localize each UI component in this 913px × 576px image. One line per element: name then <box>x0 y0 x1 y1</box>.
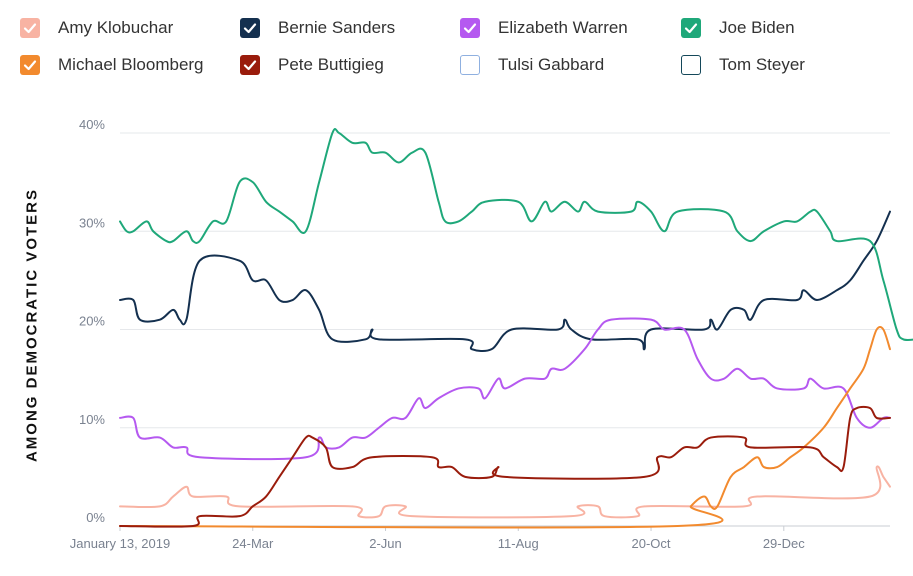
legend-item-gabbard[interactable]: Tulsi Gabbard <box>460 54 604 76</box>
legend-checkbox-steyer[interactable] <box>681 55 701 75</box>
x-tick-label-1: 24-Mar <box>232 536 274 551</box>
legend-label-warren: Elizabeth Warren <box>498 18 628 37</box>
y-tick-label-30: 30% <box>79 215 105 230</box>
legend-item-biden[interactable]: Joe Biden <box>681 17 795 39</box>
legend-label-gabbard: Tulsi Gabbard <box>498 55 605 74</box>
series-line-bernie-sanders <box>119 210 891 353</box>
legend-item-buttigieg[interactable]: Pete Buttigieg <box>240 54 384 76</box>
legend-label-buttigieg: Pete Buttigieg <box>278 55 384 74</box>
check-icon <box>243 60 257 71</box>
series-line-michael-bloomberg <box>119 326 891 529</box>
x-tick-label-2: 2-Jun <box>369 536 402 551</box>
y-tick-label-10: 10% <box>79 412 105 427</box>
x-tick-label-4: 20-Oct <box>632 536 671 551</box>
legend-checkbox-gabbard[interactable] <box>460 55 480 75</box>
check-icon <box>684 23 698 34</box>
y-tick-label-20: 20% <box>79 314 105 329</box>
chart-legend: Amy Klobuchar Bernie Sanders Elizabeth W… <box>0 0 913 90</box>
check-icon <box>23 60 37 71</box>
check-icon <box>23 23 37 34</box>
legend-item-klobuchar[interactable]: Amy Klobuchar <box>20 17 173 39</box>
legend-item-steyer[interactable]: Tom Steyer <box>681 54 805 76</box>
series-line-elizabeth-warren <box>119 317 891 461</box>
legend-checkbox-bloomberg[interactable] <box>20 55 40 75</box>
legend-item-warren[interactable]: Elizabeth Warren <box>460 17 628 39</box>
x-tick-label-5: 29-Dec <box>763 536 805 551</box>
x-tick-label-0: January 13, 2019 <box>70 536 170 551</box>
legend-checkbox-buttigieg[interactable] <box>240 55 260 75</box>
legend-label-klobuchar: Amy Klobuchar <box>58 18 174 37</box>
series-line-joe-biden <box>119 127 913 342</box>
legend-label-sanders: Bernie Sanders <box>278 18 396 37</box>
legend-checkbox-klobuchar[interactable] <box>20 18 40 38</box>
x-tick-label-3: 11-Aug <box>498 536 539 551</box>
series-line-pete-buttigieg <box>119 405 891 528</box>
y-tick-label-40: 40% <box>79 117 105 132</box>
legend-item-bloomberg[interactable]: Michael Bloomberg <box>20 54 204 76</box>
legend-label-bloomberg: Michael Bloomberg <box>58 55 204 74</box>
legend-checkbox-warren[interactable] <box>460 18 480 38</box>
legend-label-steyer: Tom Steyer <box>719 55 805 74</box>
legend-checkbox-biden[interactable] <box>681 18 701 38</box>
legend-item-sanders[interactable]: Bernie Sanders <box>240 17 395 39</box>
y-tick-label-0: 0% <box>86 510 105 525</box>
check-icon <box>463 23 477 34</box>
legend-checkbox-sanders[interactable] <box>240 18 260 38</box>
series-line-amy-klobuchar <box>119 465 891 519</box>
legend-label-biden: Joe Biden <box>719 18 795 37</box>
check-icon <box>243 23 257 34</box>
